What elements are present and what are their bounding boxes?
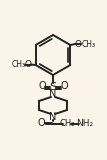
Text: CH₂: CH₂ [59,119,75,128]
Text: CH₃: CH₃ [12,60,26,69]
Text: CH₃: CH₃ [81,40,95,48]
Text: O: O [38,81,46,91]
Text: N: N [49,112,57,122]
Text: S: S [49,82,57,92]
Text: O: O [75,40,82,48]
Text: O: O [24,60,31,69]
Text: N: N [49,89,57,99]
Text: NH₂: NH₂ [76,119,94,128]
Text: O: O [60,81,68,91]
Text: O: O [37,118,45,128]
